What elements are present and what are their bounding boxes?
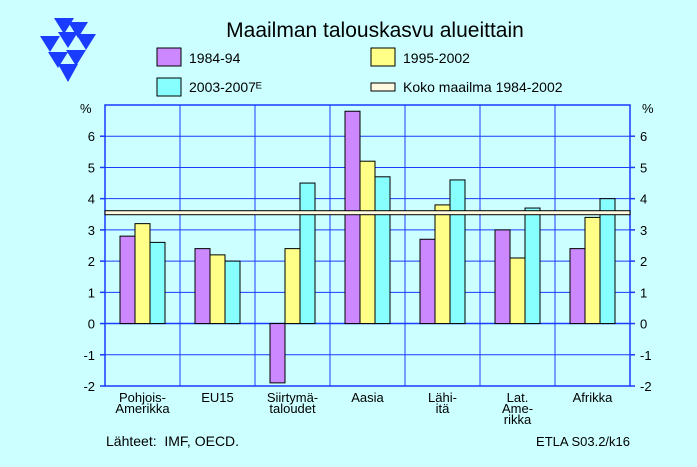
bar — [584, 216, 601, 325]
bar — [194, 248, 211, 325]
bar — [224, 260, 241, 325]
legend: 1984-94 1995-2002 2003-2007ᴱ Koko maailm… — [156, 47, 563, 97]
y-tick-label-right: 2 — [640, 254, 647, 269]
y-tick-label-left: 6 — [88, 129, 95, 144]
bar — [359, 160, 376, 325]
bar — [569, 248, 586, 325]
legend-label-1995-2002: 1995-2002 — [403, 50, 470, 66]
category-label: itä — [436, 401, 451, 416]
category-label: Ame- — [502, 401, 533, 416]
y-tick-label-left: 1 — [88, 285, 95, 300]
category-label: rikka — [504, 412, 532, 427]
bar — [434, 204, 451, 325]
bar — [449, 179, 466, 325]
category-label: Aasia — [351, 390, 384, 405]
y-tick-label-right: 0 — [640, 317, 647, 332]
y-tick-label-right: -2 — [640, 379, 652, 394]
bar — [344, 110, 361, 325]
y-unit-left: % — [80, 101, 92, 116]
chart-code: ETLA S03.2/k16 — [536, 434, 630, 449]
bar — [284, 248, 301, 325]
y-tick-label-right: 5 — [640, 160, 647, 175]
bar — [134, 223, 151, 325]
y-tick-label-right: 1 — [640, 285, 647, 300]
legend-label-2003-2007: 2003-2007ᴱ — [189, 79, 262, 95]
y-tick-label-right: 3 — [640, 223, 647, 238]
bar — [374, 176, 391, 325]
bar — [269, 323, 286, 384]
legend-swatch-1984-94 — [156, 47, 182, 67]
y-tick-label-left: 4 — [88, 192, 95, 207]
legend-swatch-world — [370, 82, 396, 92]
bar — [599, 198, 616, 325]
source-note: Lähteet: IMF, OECD. — [106, 433, 239, 449]
y-tick-label-left: 3 — [88, 223, 95, 238]
plot-area: -2 -2 -1 -1 0 0 1 1 2 2 3 3 4 4 5 5 6 6 Pohjois-Amerikka EU… — [83, 104, 652, 427]
category-label: Pohjois- — [119, 390, 166, 405]
y-tick-label-right: 4 — [640, 192, 647, 207]
y-tick-label-left: 5 — [88, 160, 95, 175]
y-tick-label-left: -2 — [83, 379, 95, 394]
category-label: Lähi- — [428, 390, 457, 405]
bar — [209, 254, 226, 325]
bar — [119, 235, 136, 325]
y-unit-right: % — [642, 101, 654, 116]
bar — [149, 241, 166, 325]
bar — [494, 229, 511, 325]
y-tick-label-left: 0 — [88, 317, 95, 332]
y-tick-label-right: 6 — [640, 129, 647, 144]
bar — [524, 207, 541, 325]
legend-label-world: Koko maailma 1984-2002 — [403, 79, 563, 95]
category-label: Afrikka — [573, 390, 614, 405]
category-label: Amerikka — [115, 401, 170, 416]
bar — [299, 182, 316, 325]
category-label: Siirtymä- — [267, 390, 318, 405]
legend-label-1984-94: 1984-94 — [189, 50, 241, 66]
legend-swatch-1995-2002 — [370, 47, 396, 67]
y-tick-label-left: 2 — [88, 254, 95, 269]
bar — [509, 257, 526, 325]
etla-logo-icon — [40, 18, 96, 82]
bar — [419, 238, 436, 325]
y-tick-label-left: -1 — [83, 348, 95, 363]
world-average-line — [104, 210, 631, 216]
category-label: Lat. — [507, 390, 529, 405]
category-label: EU15 — [201, 390, 234, 405]
y-tick-label-right: -1 — [640, 348, 652, 363]
legend-swatch-2003-2007 — [156, 77, 182, 97]
chart-title: Maailman talouskasvu alueittain — [226, 19, 524, 42]
category-label: taloudet — [269, 401, 316, 416]
